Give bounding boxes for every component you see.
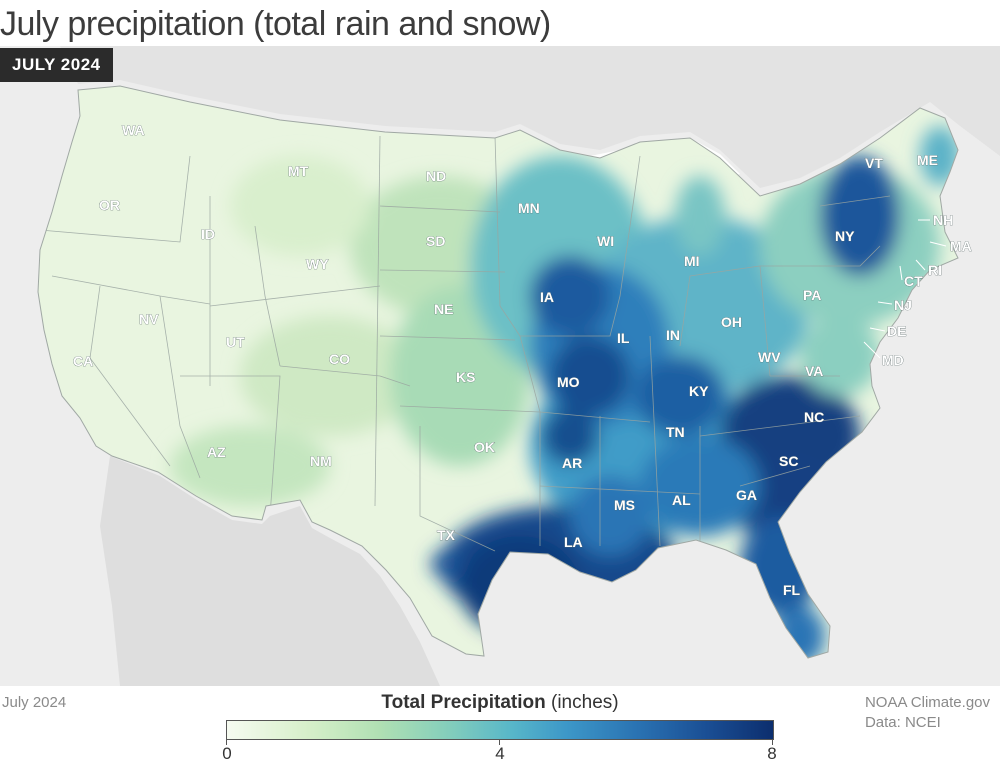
state-label-tn: TN	[666, 424, 685, 440]
precipitation-map: WA OR CA MT ID NV WY UT AZ CO NM ND SD N…	[0, 46, 1000, 686]
state-label-md: MD	[882, 352, 904, 368]
state-label-il: IL	[617, 330, 630, 346]
source-credit: NOAA Climate.gov	[864, 694, 990, 711]
date-badge: JULY 2024	[0, 48, 113, 82]
state-label-wv: WV	[758, 349, 781, 365]
state-label-ca: CA	[73, 353, 93, 369]
legend-tick-8	[772, 739, 773, 745]
legend-tick-4	[499, 739, 500, 745]
state-label-id: ID	[201, 226, 215, 242]
legend-tick-0	[226, 739, 227, 745]
legend-title: Total Precipitation (inches)	[226, 692, 774, 714]
state-label-ar: AR	[562, 455, 582, 471]
state-label-ma: MA	[950, 238, 972, 254]
state-label-wa: WA	[122, 122, 145, 138]
state-label-ga: GA	[736, 487, 757, 503]
legend-tick-label-0: 0	[222, 744, 232, 763]
state-label-mo: MO	[557, 374, 580, 390]
footer-source: NOAA Climate.gov Data: NCEI	[865, 693, 990, 733]
state-label-nc: NC	[804, 409, 824, 425]
state-label-nj: NJ	[894, 297, 912, 313]
state-label-la: LA	[564, 534, 583, 550]
state-label-ok: OK	[474, 439, 495, 455]
state-label-oh: OH	[721, 314, 742, 330]
state-label-ks: KS	[456, 369, 475, 385]
state-label-sc: SC	[779, 453, 798, 469]
state-label-va: VA	[805, 363, 823, 379]
state-label-nd: ND	[426, 168, 446, 184]
map-area: WA OR CA MT ID NV WY UT AZ CO NM ND SD N…	[0, 46, 1000, 686]
state-label-mt: MT	[288, 163, 309, 179]
state-label-or: OR	[99, 197, 120, 213]
state-label-ia: IA	[540, 289, 554, 305]
state-label-az: AZ	[207, 444, 226, 460]
map-title: July precipitation (total rain and snow)	[0, 5, 551, 43]
state-label-fl: FL	[783, 582, 801, 598]
legend-title-units: (inches)	[545, 692, 619, 713]
state-label-ut: UT	[226, 334, 245, 350]
legend-color-bar	[226, 720, 774, 740]
state-label-ky: KY	[689, 383, 709, 399]
state-labels: WA OR CA MT ID NV WY UT AZ CO NM ND SD N…	[73, 122, 972, 599]
state-label-me: ME	[917, 152, 938, 168]
state-borders	[39, 135, 891, 552]
state-label-vt: VT	[865, 155, 883, 171]
state-label-mn: MN	[518, 200, 540, 216]
state-label-nv: NV	[139, 311, 159, 327]
state-label-nh: NH	[933, 212, 953, 228]
state-label-de: DE	[887, 323, 906, 339]
state-label-wy: WY	[306, 256, 329, 272]
state-label-mi: MI	[684, 253, 700, 269]
state-label-nm: NM	[310, 453, 332, 469]
state-label-ms: MS	[614, 497, 635, 513]
state-label-co: CO	[329, 351, 350, 367]
footer-date: July 2024	[2, 694, 67, 711]
state-label-tx: TX	[437, 527, 456, 543]
state-label-ny: NY	[835, 228, 855, 244]
state-label-sd: SD	[426, 233, 445, 249]
state-label-pa: PA	[803, 287, 821, 303]
legend-title-bold: Total Precipitation	[381, 692, 546, 713]
legend-tick-label-4: 4	[495, 744, 505, 763]
state-leader-lines	[863, 219, 947, 359]
state-label-ct: CT	[904, 273, 923, 289]
state-label-ri: RI	[928, 262, 942, 278]
state-label-in: IN	[666, 327, 680, 343]
legend-tick-label-8: 8	[767, 744, 777, 763]
state-label-wi: WI	[597, 233, 614, 249]
data-credit: Data: NCEI	[864, 714, 941, 731]
state-label-al: AL	[672, 492, 691, 508]
state-label-ne: NE	[434, 301, 453, 317]
